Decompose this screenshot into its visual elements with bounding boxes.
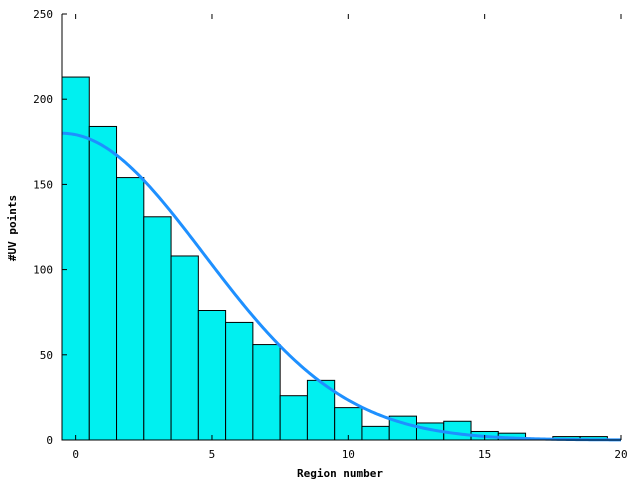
x-tick-label: 20 [614,448,627,461]
y-tick-labels: 0 50 100 150 200 250 [33,8,53,447]
y-axis-label: #UV points [6,195,19,261]
histogram-bar [170,255,199,441]
y-tick-label: 100 [33,264,53,277]
x-axis-label: Region number [297,467,383,480]
y-tick-label: 250 [33,8,53,21]
x-tick-labels: 0 5 10 15 20 [72,448,627,461]
bars-group [61,76,608,441]
histogram-bar [252,344,281,441]
fit-curve [61,131,622,442]
y-tick-label: 50 [40,349,53,362]
histogram-bar [443,420,472,441]
histogram-bar [116,177,145,441]
histogram-bar [88,125,118,441]
axes-group [61,13,622,441]
y-tick-label: 0 [46,434,53,447]
x-tick-label: 10 [342,448,355,461]
histogram-bar [143,216,172,441]
histogram-bar [225,321,254,441]
y-tick-label: 150 [33,178,53,191]
y-tick-label: 200 [33,93,53,106]
histogram-bar [361,425,390,441]
x-tick-label: 5 [209,448,216,461]
histogram-bar [61,76,90,441]
x-tick-label: 15 [478,448,491,461]
histogram-bar [197,310,227,441]
x-tick-label: 0 [72,448,79,461]
histogram-bar [279,395,308,441]
